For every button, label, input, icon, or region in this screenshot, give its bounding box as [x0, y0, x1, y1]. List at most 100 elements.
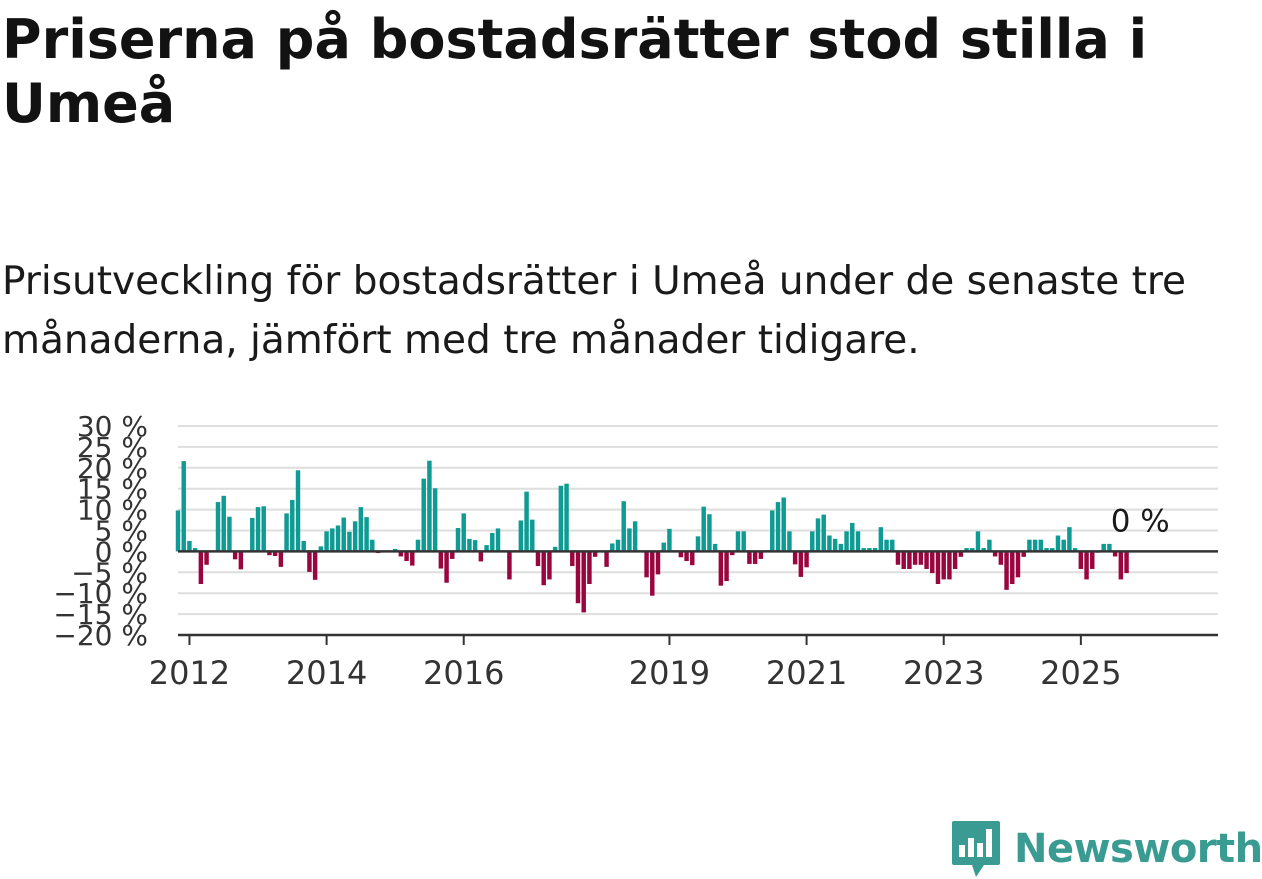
bar — [798, 551, 804, 577]
bar — [507, 551, 512, 580]
bar — [667, 528, 672, 552]
bar — [924, 551, 929, 569]
bar — [901, 551, 906, 569]
bar — [1072, 548, 1078, 552]
bar — [444, 551, 449, 583]
bar — [358, 507, 364, 552]
bar — [610, 543, 615, 552]
bar — [1032, 539, 1038, 552]
bar — [535, 551, 541, 567]
bar — [370, 539, 375, 552]
bar — [518, 520, 524, 552]
bar — [1112, 551, 1118, 557]
bar — [752, 551, 758, 564]
bar — [547, 551, 552, 580]
bar — [335, 525, 341, 552]
bar — [1055, 535, 1061, 552]
bar — [530, 519, 535, 552]
bar — [364, 517, 369, 552]
bar — [1038, 539, 1044, 552]
bar — [998, 551, 1004, 565]
bar — [484, 545, 489, 552]
bar — [758, 551, 764, 559]
x-tick-label: 2021 — [766, 654, 847, 692]
bar — [781, 497, 786, 552]
bar — [198, 551, 204, 584]
bar — [952, 551, 958, 569]
bar — [307, 551, 312, 572]
bar — [1078, 551, 1084, 569]
bar — [404, 551, 409, 562]
bar — [290, 499, 295, 552]
bar — [272, 551, 278, 556]
y-tick-label: −5 % — [71, 556, 148, 589]
newsworthy-logo-icon — [952, 821, 1000, 877]
bar — [981, 548, 986, 552]
bar — [1101, 543, 1106, 552]
bar — [770, 510, 775, 552]
x-tick-label: 2012 — [149, 654, 230, 692]
bar — [427, 460, 432, 552]
bar — [278, 551, 284, 567]
bar — [1010, 551, 1015, 584]
bar — [592, 551, 598, 557]
bar — [324, 531, 329, 552]
bar — [1084, 551, 1089, 580]
bar — [890, 539, 895, 552]
bar — [450, 551, 455, 559]
bar — [787, 531, 792, 552]
bar — [861, 548, 866, 552]
bar — [1050, 548, 1055, 552]
bar — [472, 540, 478, 552]
brand-name: Newsworthy — [1014, 826, 1262, 872]
x-tick-label: 2019 — [629, 654, 710, 692]
y-tick-label: 25 % — [77, 431, 148, 464]
bar — [695, 536, 701, 552]
bar — [724, 551, 729, 582]
bar — [301, 540, 306, 552]
bar — [958, 551, 964, 557]
bar — [250, 517, 255, 552]
bar — [410, 551, 415, 566]
bar — [352, 521, 358, 552]
bar — [1118, 551, 1124, 580]
bar — [570, 551, 575, 567]
bar — [884, 539, 889, 552]
bar — [438, 551, 444, 569]
bar — [747, 551, 752, 564]
bar — [621, 501, 626, 552]
bar — [730, 551, 735, 556]
bar — [644, 551, 649, 578]
x-tick-label: 2025 — [1040, 654, 1121, 692]
bar — [935, 551, 941, 584]
bar — [187, 540, 192, 552]
bar — [855, 531, 861, 552]
y-tick-label: −15 % — [53, 598, 148, 631]
y-tick-label: −10 % — [53, 577, 148, 610]
bar — [575, 551, 581, 604]
bar — [604, 551, 609, 567]
bar-chart: 30 %25 %20 %15 %10 %5 %0 %−5 %−10 %−15 %… — [53, 410, 1218, 692]
bar — [661, 542, 666, 552]
bar — [964, 548, 969, 552]
bar — [495, 528, 501, 552]
y-tick-label: 0 % — [95, 535, 148, 568]
y-tick-label: 5 % — [95, 515, 148, 548]
bar — [655, 551, 661, 575]
bar — [587, 551, 592, 584]
bar — [215, 502, 221, 552]
bar — [467, 538, 472, 552]
y-tick-label: 20 % — [77, 452, 148, 485]
x-tick-label: 2016 — [423, 654, 504, 692]
bar — [1061, 539, 1066, 552]
x-tick-label: 2023 — [903, 654, 984, 692]
bar — [341, 517, 346, 552]
chart-subtitle: Prisutveckling för bostadsrätter i Umeå … — [2, 259, 1187, 363]
bar — [810, 531, 815, 552]
bar — [524, 491, 529, 552]
bar — [204, 551, 209, 565]
bar — [975, 531, 981, 552]
bar — [295, 470, 301, 552]
y-tick-label: 10 % — [77, 494, 148, 527]
bar — [878, 527, 884, 552]
